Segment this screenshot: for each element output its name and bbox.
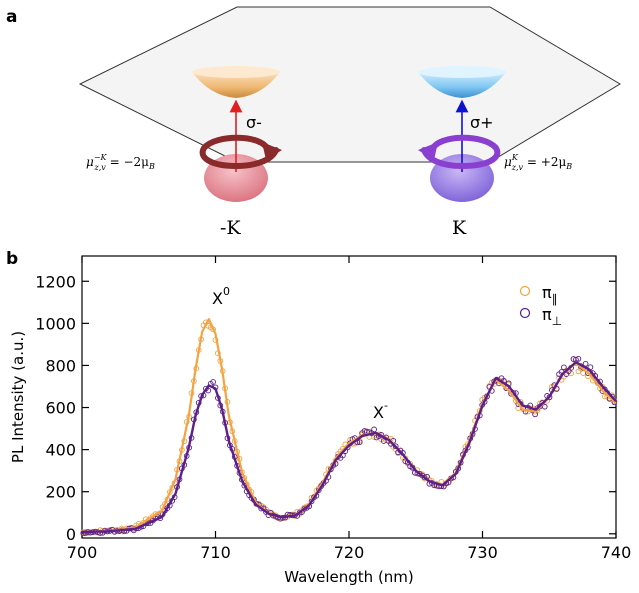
peak-label-x0: X0 — [212, 285, 230, 308]
y-tick-label: 600 — [45, 399, 76, 418]
legend: π∥ π⊥ — [519, 283, 562, 328]
x-tick-label: 720 — [334, 543, 365, 562]
data-point — [575, 355, 582, 362]
y-tick-label: 200 — [45, 483, 76, 502]
moment-minus-k: μ−K z,v = −2μB — [86, 153, 155, 172]
data-point — [210, 379, 216, 385]
legend-label-perpendicular: π⊥ — [542, 305, 562, 328]
sigma-minus-label: σ- — [246, 113, 262, 132]
series-perpendicular-fit — [82, 361, 617, 534]
plot-series — [80, 318, 618, 537]
legend-label-parallel: π∥ — [542, 283, 558, 306]
orbital-moment-circulation-right — [421, 134, 501, 170]
x-tick-label: 740 — [601, 543, 632, 562]
x-axis: 700 710 720 730 740 — [67, 256, 632, 562]
data-point — [371, 426, 377, 433]
plot-frame — [81, 255, 617, 539]
orbital-moment-circulation-left — [199, 134, 279, 170]
y-tick-label: 1200 — [35, 272, 76, 291]
conduction-band-minus-k — [192, 71, 280, 98]
legend-marker-perpendicular — [519, 307, 531, 319]
series-parallel-fit — [81, 318, 617, 534]
conduction-band-k — [418, 71, 506, 98]
x-tick-label: 700 — [67, 543, 98, 562]
y-tick-label: 0 — [66, 525, 76, 544]
x-axis-label: Wavelength (nm) — [284, 568, 414, 586]
panel-b-label: b — [6, 249, 18, 269]
data-point — [541, 403, 548, 410]
x-tick-label: 730 — [467, 543, 498, 562]
y-axis-label: PL Intensity (a.u.) — [9, 331, 27, 463]
valley-minus-k — [192, 66, 282, 202]
peak-label-xminus: X- — [373, 399, 388, 422]
y-tick-label: 400 — [45, 441, 76, 460]
data-point — [561, 364, 567, 371]
data-point — [421, 474, 428, 481]
legend-marker-parallel — [519, 285, 531, 297]
y-axis: 0 200 400 600 800 1000 1200 — [35, 272, 616, 544]
x-tick-label: 710 — [200, 543, 231, 562]
brillouin-zone-hexagon — [78, 6, 621, 163]
data-point — [356, 439, 363, 446]
valley-minus-k-label: -K — [220, 217, 241, 239]
y-tick-label: 800 — [45, 356, 76, 375]
panel-a-label: a — [6, 7, 17, 27]
valley-k-label: K — [452, 217, 467, 239]
y-tick-label: 1000 — [35, 314, 76, 333]
moment-k: μK z,v = +2μB — [504, 153, 572, 172]
sigma-plus-label: σ+ — [470, 113, 494, 132]
valley-k — [418, 66, 506, 202]
series-parallel-points — [80, 319, 618, 536]
